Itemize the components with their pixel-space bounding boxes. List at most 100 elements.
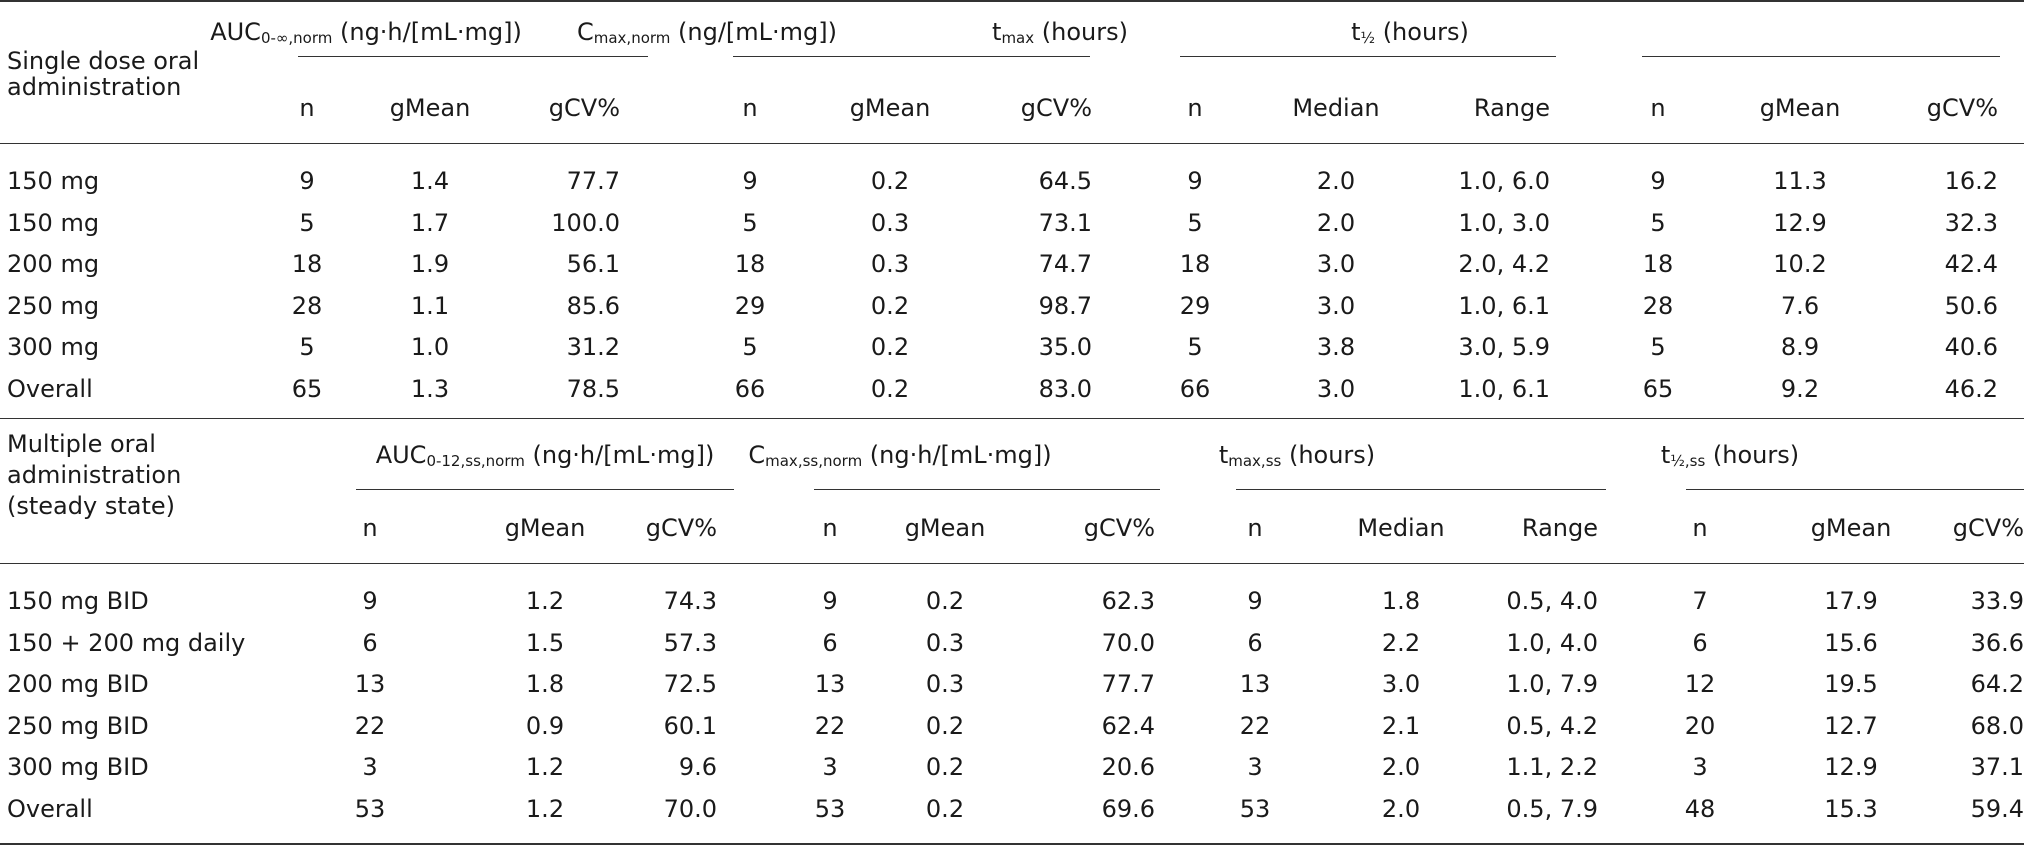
single-dose-table-cell: 29 <box>734 291 766 320</box>
multiple-dose-table-cell: 53 <box>1239 794 1271 823</box>
multiple-dose-group-header: Cmax,ss,norm (ng·h/[mL·mg]) <box>748 441 1052 470</box>
multiple-dose-table-cell: 1.0, 4.0 <box>1506 628 1598 657</box>
single-dose-table-cell: 9 <box>299 167 315 195</box>
section-divider-rule <box>0 418 2024 419</box>
multiple-dose-column-header: n <box>1247 514 1263 542</box>
multiple-dose-table-cell: 3.0 <box>1381 670 1421 698</box>
multiple-dose-table-cell: 20.6 <box>1101 753 1155 781</box>
multiple-dose-table-cell: 17.9 <box>1824 587 1878 615</box>
multiple-dose-table-cell: 1.2 <box>525 753 565 781</box>
multiple-dose-table-cell: 70.0 <box>663 794 717 823</box>
multiple-dose-table-cell: 22 <box>814 711 846 740</box>
single-dose-row-label: 250 mg <box>7 291 100 320</box>
multiple-dose-table-cell: 48 <box>1684 794 1716 823</box>
multiple-dose-column-header: gMean <box>504 514 586 542</box>
multiple-dose-table-cell: 0.2 <box>925 753 965 781</box>
single-dose-table-cell: 5 <box>742 208 758 237</box>
multiple-dose-table-cell: 6 <box>822 628 838 657</box>
single-dose-group-underline <box>1180 56 1556 57</box>
multiple-dose-table-cell: 13 <box>814 670 846 698</box>
multiple-dose-table-cell: 2.2 <box>1381 628 1421 657</box>
single-dose-column-header: gCV% <box>1020 94 1092 122</box>
multiple-dose-table-cell: 72.5 <box>663 670 717 698</box>
multiple-dose-table-cell: 57.3 <box>663 628 717 657</box>
multiple-dose-table-cell: 36.6 <box>1970 628 2024 657</box>
single-dose-table-cell: 0.2 <box>870 167 910 195</box>
single-dose-header-rule <box>0 143 2024 144</box>
single-dose-column-header: n <box>1187 94 1203 122</box>
single-dose-group-header: Cmax,norm (ng/[mL·mg]) <box>576 18 838 47</box>
single-dose-table-cell: 78.5 <box>566 374 620 403</box>
single-dose-table-cell: 3.0, 5.9 <box>1458 333 1550 361</box>
multiple-dose-table-cell: 62.4 <box>1101 711 1155 740</box>
multiple-dose-section-label: (steady state) <box>7 492 175 520</box>
single-dose-table-cell: 3.0 <box>1316 374 1356 403</box>
multiple-dose-table-cell: 22 <box>1239 711 1271 740</box>
single-dose-table-cell: 18 <box>1179 250 1211 278</box>
multiple-dose-table-cell: 0.2 <box>925 794 965 823</box>
multiple-dose-group-underline <box>1686 489 2024 490</box>
single-dose-section-label: administration <box>7 73 182 101</box>
multiple-dose-table-cell: 9 <box>362 587 378 615</box>
multiple-dose-table-cell: 1.1, 2.2 <box>1506 753 1598 781</box>
single-dose-table-cell: 1.0, 6.1 <box>1458 291 1550 320</box>
multiple-dose-column-header: gMean <box>1810 514 1892 542</box>
single-dose-column-header: Median <box>1292 94 1380 122</box>
single-dose-table-cell: 74.7 <box>1038 250 1092 278</box>
multiple-dose-table-cell: 0.5, 4.0 <box>1506 587 1598 615</box>
multiple-dose-column-header: Range <box>1521 514 1598 542</box>
multiple-dose-table-cell: 1.8 <box>525 670 565 698</box>
single-dose-table-cell: 65 <box>1642 374 1674 403</box>
single-dose-column-header: n <box>742 94 758 122</box>
single-dose-table-cell: 28 <box>291 291 323 320</box>
single-dose-table-cell: 66 <box>1179 374 1211 403</box>
single-dose-table-cell: 0.3 <box>870 208 910 237</box>
multiple-dose-table-cell: 53 <box>354 794 386 823</box>
multiple-dose-table-cell: 69.6 <box>1101 794 1155 823</box>
single-dose-table-cell: 29 <box>1179 291 1211 320</box>
single-dose-table-cell: 5 <box>1650 333 1666 361</box>
single-dose-table-cell: 46.2 <box>1944 374 1998 403</box>
single-dose-table-cell: 66 <box>734 374 766 403</box>
multiple-dose-table-cell: 1.2 <box>525 794 565 823</box>
multiple-dose-table-cell: 59.4 <box>1970 794 2024 823</box>
single-dose-table-cell: 2.0 <box>1316 167 1356 195</box>
single-dose-table-cell: 0.2 <box>870 291 910 320</box>
multiple-dose-table-cell: 20 <box>1684 711 1716 740</box>
multiple-dose-table-cell: 1.0, 7.9 <box>1506 670 1598 698</box>
multiple-dose-table-cell: 0.5, 4.2 <box>1506 711 1598 740</box>
single-dose-table-cell: 50.6 <box>1944 291 1998 320</box>
single-dose-group-header: t½ (hours) <box>1351 18 1469 47</box>
multiple-dose-table-cell: 0.2 <box>925 587 965 615</box>
single-dose-table-cell: 83.0 <box>1038 374 1092 403</box>
single-dose-table-cell: 73.1 <box>1038 208 1092 237</box>
single-dose-table-cell: 18 <box>1642 250 1674 278</box>
multiple-dose-table-cell: 0.3 <box>925 628 965 657</box>
multiple-dose-group-header: t½,ss (hours) <box>1660 441 1800 470</box>
multiple-dose-table-cell: 12 <box>1684 670 1716 698</box>
multiple-dose-column-header: n <box>362 514 378 542</box>
multiple-dose-table-cell: 2.0 <box>1381 794 1421 823</box>
single-dose-group-header: AUC0-∞,norm (ng·h/[mL·mg]) <box>210 18 522 47</box>
multiple-dose-table-cell: 19.5 <box>1824 670 1878 698</box>
multiple-dose-row-label: 150 + 200 mg daily <box>7 628 246 657</box>
multiple-dose-column-header: gMean <box>904 514 986 542</box>
single-dose-table-cell: 31.2 <box>566 333 620 361</box>
single-dose-row-label: 200 mg <box>7 250 100 278</box>
multiple-dose-table-cell: 33.9 <box>1970 587 2024 615</box>
single-dose-table-cell: 1.9 <box>410 250 450 278</box>
single-dose-table-cell: 16.2 <box>1944 167 1998 195</box>
multiple-dose-table-cell: 13 <box>354 670 386 698</box>
single-dose-row-label: 150 mg <box>7 208 100 237</box>
multiple-dose-table-cell: 3 <box>822 753 838 781</box>
multiple-dose-table-cell: 22 <box>354 711 386 740</box>
single-dose-table-cell: 7.6 <box>1780 291 1820 320</box>
multiple-dose-group-underline <box>1236 489 1606 490</box>
single-dose-table-cell: 1.3 <box>410 374 450 403</box>
multiple-dose-header-rule <box>0 563 2024 564</box>
single-dose-row-label: 300 mg <box>7 333 100 361</box>
multiple-dose-column-header: Median <box>1357 514 1445 542</box>
single-dose-table-cell: 9 <box>1650 167 1666 195</box>
single-dose-table-cell: 9 <box>742 167 758 195</box>
single-dose-table-cell: 3.0 <box>1316 250 1356 278</box>
